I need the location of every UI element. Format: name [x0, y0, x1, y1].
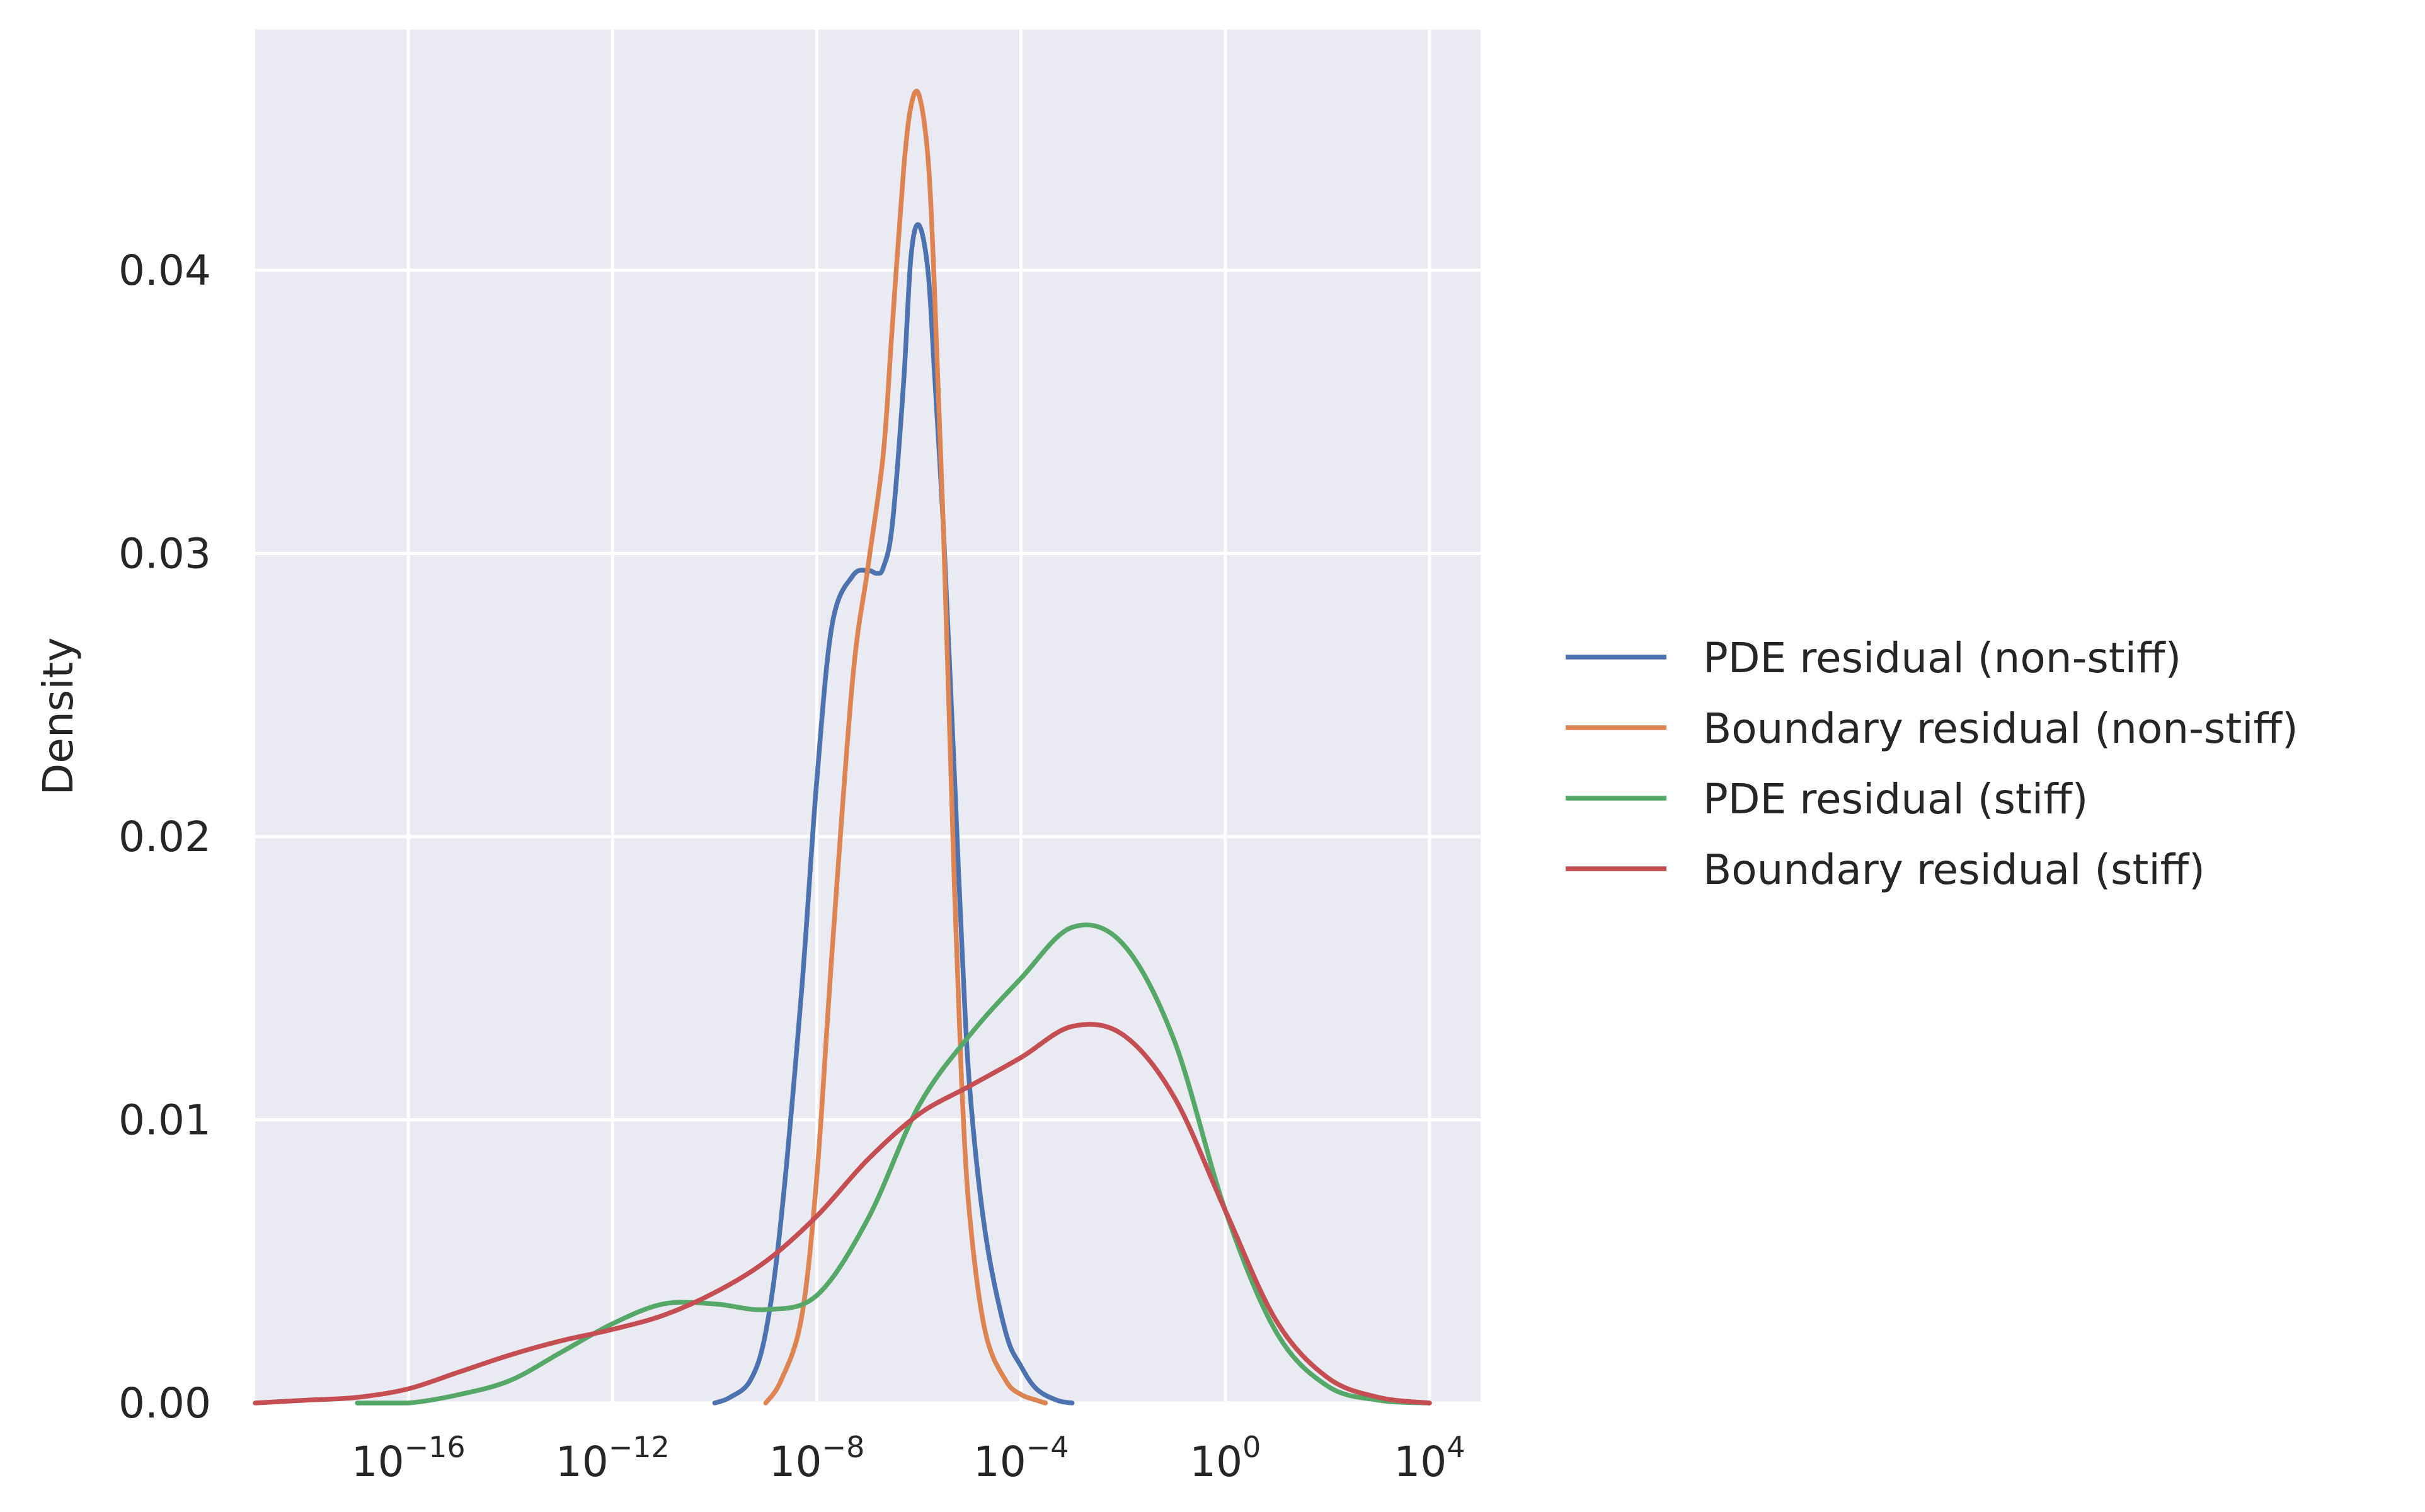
- legend: PDE residual (non-stiff) Boundary residua…: [1566, 634, 2298, 894]
- y-tick-label: 0.01: [118, 1096, 211, 1145]
- y-tick-label: 0.04: [118, 246, 211, 295]
- series-line-1: [712, 222, 1075, 1406]
- series-line-3: [355, 922, 1432, 1406]
- legend-label: Boundary residual (non-stiff): [1703, 704, 2298, 753]
- x-tick-label: 10−4: [973, 1430, 1069, 1486]
- x-tick-labels: 10−16 10−12 10−8 10−4 100 104: [352, 1430, 1465, 1486]
- x-tick-label: 10−8: [769, 1430, 865, 1486]
- series-line-4: [253, 1022, 1432, 1406]
- y-tick-labels: 0.00 0.01 0.02 0.03 0.04: [118, 246, 211, 1428]
- y-tick-label: 0.00: [118, 1379, 211, 1428]
- series-lines: [253, 88, 1432, 1406]
- x-tick-label: 10−12: [556, 1430, 670, 1486]
- legend-label: PDE residual (stiff): [1703, 775, 2088, 823]
- legend-label: Boundary residual (stiff): [1703, 845, 2205, 894]
- plot-area: [255, 30, 1481, 1403]
- y-tick-label: 0.02: [118, 813, 211, 861]
- legend-label: PDE residual (non-stiff): [1703, 634, 2181, 682]
- y-gridlines: [255, 268, 1481, 1405]
- x-tick-label: 104: [1394, 1430, 1465, 1486]
- y-axis-label: Density: [34, 638, 83, 796]
- x-tick-label: 100: [1190, 1430, 1261, 1486]
- x-gridlines: [406, 30, 1431, 1403]
- y-tick-label: 0.03: [118, 530, 211, 578]
- x-tick-label: 10−16: [352, 1430, 466, 1486]
- series-line-2: [763, 88, 1048, 1406]
